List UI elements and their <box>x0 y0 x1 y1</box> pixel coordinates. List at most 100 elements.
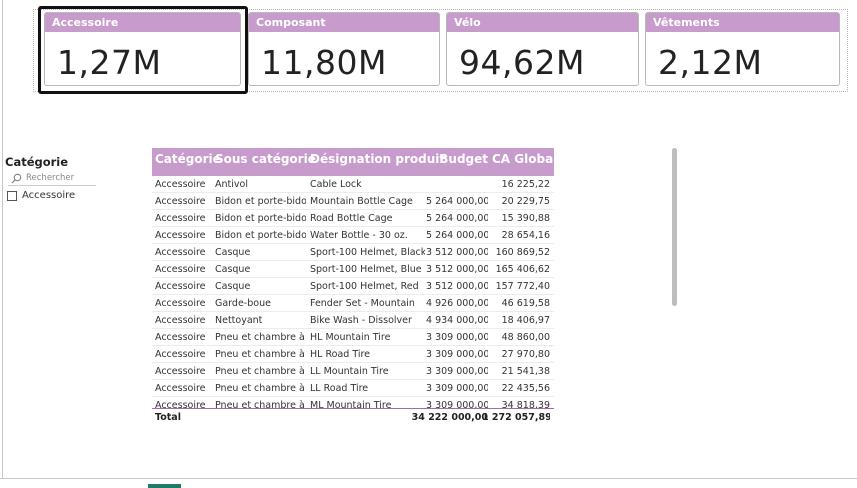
table-cell: Bike Wash - Dissolver <box>310 315 412 326</box>
table-cell: Accessoire <box>155 196 206 207</box>
table-cell: 28 654,16 <box>501 230 550 241</box>
table-cell: 34 818,39 <box>501 400 550 408</box>
table-header <box>152 148 554 176</box>
table-cell: 46 619,58 <box>501 298 550 309</box>
table-cell: Accessoire <box>155 349 206 360</box>
total-label: Total <box>155 412 181 423</box>
table-cell: ML Mountain Tire <box>310 400 392 408</box>
table-cell: Pneu et chambre à air <box>215 400 306 408</box>
search-placeholder: Rechercher <box>26 173 75 183</box>
table-cell: 157 772,40 <box>495 281 550 292</box>
table-cell: LL Mountain Tire <box>310 366 389 377</box>
table-cell: 15 390,88 <box>501 213 550 224</box>
row-divider <box>152 328 554 329</box>
row-divider <box>152 209 554 210</box>
table-cell: 3 512 000,00 <box>426 247 488 258</box>
card-title: Composant <box>249 13 439 32</box>
table-cell: Casque <box>215 264 251 275</box>
table-cell: Sport-100 Helmet, Red <box>310 281 419 292</box>
table-cell: Accessoire <box>155 298 206 309</box>
table-cell: 3 309 000,00 <box>426 332 488 343</box>
row-divider <box>152 260 554 261</box>
table-cell: Accessoire <box>155 400 206 408</box>
table-cell: Nettoyant <box>215 315 263 326</box>
table-cell: Mountain Bottle Cage <box>310 196 413 207</box>
table-cell: Accessoire <box>155 230 206 241</box>
table-cell: Accessoire <box>155 315 206 326</box>
table-cell: 5 264 000,00 <box>426 230 488 241</box>
table-cell: Pneu et chambre à air <box>215 349 306 360</box>
kpi-card[interactable]: Composant 11,80M <box>248 12 440 86</box>
page-tab[interactable] <box>148 484 181 488</box>
search-box[interactable]: Rechercher <box>8 172 96 186</box>
table-cell: 3 309 000,00 <box>426 349 488 360</box>
table-cell: Sport-100 Helmet, Blue <box>310 264 422 275</box>
card-title: Vêtements <box>646 13 839 32</box>
table-cell: Sport-100 Helmet, Black <box>310 247 425 258</box>
table-cell: Pneu et chambre à air <box>215 383 306 394</box>
table-cell: Accessoire <box>155 179 206 190</box>
row-divider <box>152 294 554 295</box>
row-divider <box>152 277 554 278</box>
column-header[interactable]: Sous catégorie <box>215 152 316 166</box>
selection-frame <box>38 6 248 94</box>
card-title: Accessoire <box>45 13 240 32</box>
table-cell: 27 970,80 <box>501 349 550 360</box>
card-title: Vélo <box>447 13 638 32</box>
table-cell: Casque <box>215 281 251 292</box>
table-cell: Fender Set - Mountain <box>310 298 415 309</box>
table-cell: Garde-boue <box>215 298 271 309</box>
table-cell: Bidon et porte-bidon <box>215 230 306 241</box>
table-cell: Accessoire <box>155 264 206 275</box>
table-cell: Bidon et porte-bidon <box>215 213 306 224</box>
table-cell: Accessoire <box>155 247 206 258</box>
table-cell: 21 541,38 <box>501 366 550 377</box>
table-cell: 3 512 000,00 <box>426 281 488 292</box>
table-cell: 48 860,00 <box>501 332 550 343</box>
row-divider <box>152 192 554 193</box>
column-header[interactable]: Désignation produit <box>310 152 446 166</box>
column-header[interactable]: CA Global <box>492 152 558 166</box>
card-group-frame <box>33 9 848 92</box>
slicer-item[interactable]: Accessoire <box>7 190 127 206</box>
total-budget: 34 222 000,00 <box>411 412 488 423</box>
column-header[interactable]: Budget <box>439 152 488 166</box>
table-cell: Pneu et chambre à air <box>215 332 306 343</box>
table-cell: LL Road Tire <box>310 383 369 394</box>
kpi-card[interactable]: Vêtements 2,12M <box>645 12 840 86</box>
table-cell: Accessoire <box>155 281 206 292</box>
table-cell: 3 512 000,00 <box>426 264 488 275</box>
kpi-card[interactable]: Vélo 94,62M <box>446 12 639 86</box>
table-cell: 5 264 000,00 <box>426 196 488 207</box>
row-divider <box>152 243 554 244</box>
table-cell: HL Mountain Tire <box>310 332 391 343</box>
table-cell: Casque <box>215 247 251 258</box>
table-cell: 22 435,56 <box>501 383 550 394</box>
row-divider <box>152 379 554 380</box>
table-cell: Accessoire <box>155 332 206 343</box>
table-cell: Accessoire <box>155 383 206 394</box>
total-ca: 1 272 057,89 <box>482 412 550 423</box>
table-panel: Catégorie Sous catégorie Désignation produ… <box>152 148 558 428</box>
table-cell: 20 229,75 <box>501 196 550 207</box>
card-value: 1,27M <box>57 43 162 82</box>
table-cell: 3 309 000,00 <box>426 400 488 408</box>
row-divider <box>152 226 554 227</box>
table-cell: Antivol <box>215 179 248 190</box>
table-cell: HL Road Tire <box>310 349 371 360</box>
scrollbar[interactable] <box>672 148 677 306</box>
row-divider <box>152 396 554 397</box>
table-cell: 3 309 000,00 <box>426 383 488 394</box>
card-value: 94,62M <box>459 43 585 82</box>
column-header[interactable]: Catégorie <box>155 152 221 166</box>
card-value: 11,80M <box>261 43 387 82</box>
table-body: Accessoire Antivol Cable Lock 16 225,22 Acce… <box>152 176 554 408</box>
row-divider <box>152 362 554 363</box>
kpi-card[interactable]: Accessoire 1,27M <box>44 12 241 86</box>
table-cell: 160 869,52 <box>495 247 550 258</box>
table-cell: Bidon et porte-bidon <box>215 196 306 207</box>
search-icon <box>11 173 22 184</box>
slicer-item-label: Accessoire <box>22 190 76 201</box>
slicer-title: Catégorie <box>5 155 69 169</box>
